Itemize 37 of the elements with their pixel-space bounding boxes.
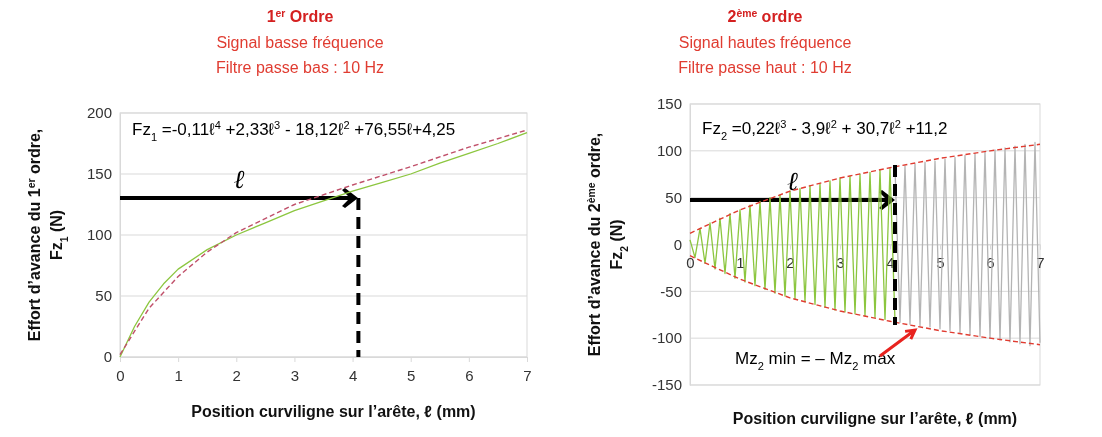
text: Fz$_{2}$ =0,22ℓ$^{3}$ - 3,9ℓ$^{2}$ + 30,7ℓ$^{2}$ +11,2	[702, 118, 948, 142]
y-tick-label: 200	[86, 104, 112, 122]
x-axis-title: Position curviligne sur l’arête, ℓ (mm)	[191, 403, 476, 420]
y-tick-label: 100	[86, 226, 112, 244]
y-tick-label: 100	[656, 142, 682, 160]
x-tick-label: 2	[232, 366, 241, 384]
x-axis-title: Position curviligne sur l’arête, ℓ (mm)	[732, 410, 1018, 427]
x-tick-label: 6	[986, 254, 995, 272]
x-tick-label: 4	[348, 366, 358, 384]
line-series	[689, 167, 896, 322]
x-tick-label: 3	[290, 366, 300, 384]
text: Fz$_{1}$ =-0,11ℓ$^{4}$ +2,33ℓ$^{3}$ - 18,12ℓ$^{2}$ +76,55ℓ+4,25	[132, 119, 456, 143]
y-tick-label: -100	[651, 329, 682, 347]
x-tick-label: 5	[936, 254, 945, 272]
y-tick-label: -150	[651, 376, 682, 394]
x-tick-label: 6	[465, 366, 474, 384]
chart-title: 2$^{ème}$ ordre	[727, 7, 803, 25]
x-tick-label: 7	[523, 366, 532, 384]
x-tick-label: 7	[1036, 254, 1045, 272]
y-tick-label: 150	[86, 165, 112, 183]
line-series	[689, 143, 1041, 234]
y-tick-label: 50	[95, 287, 112, 305]
chart-title: 1$^{er}$ Ordre	[266, 7, 334, 25]
annotation: ℓ	[233, 165, 245, 194]
annotation: Mz$_{2}$ min = – Mz$_{2}$ max	[735, 349, 896, 372]
y-tick-label: 0	[673, 235, 682, 253]
x-tick-label: 5	[407, 366, 416, 384]
x-tick-label: 0	[686, 254, 695, 272]
x-tick-label: 0	[116, 366, 125, 384]
y-tick-label: -50	[660, 282, 682, 300]
y-tick-label: 0	[103, 348, 112, 366]
annotation: ℓ	[787, 167, 799, 196]
y-tick-label: 50	[665, 188, 682, 206]
chart-subtitle: Signal hautes fréquence Filtre passe haut : 10 Hz	[678, 34, 852, 76]
x-tick-label: 1	[174, 366, 183, 384]
y-tick-label: 150	[656, 95, 682, 113]
chart-subtitle: Signal basse fréquence Filtre passe bas : 10 Hz	[215, 34, 385, 76]
